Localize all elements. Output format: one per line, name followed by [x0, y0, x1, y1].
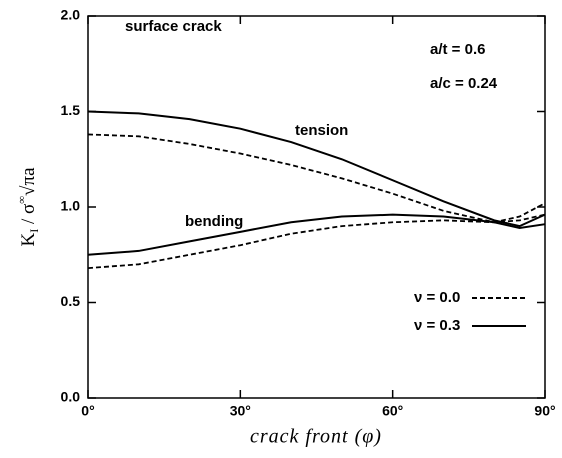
- y-label-sup: ∞: [16, 196, 28, 204]
- series-line: [87, 213, 546, 270]
- y-tick-label: 1.0: [61, 198, 81, 214]
- y-label-rest: / σ: [18, 204, 39, 229]
- annotation: bending: [185, 213, 243, 230]
- legend-label: ν = 0.0: [414, 289, 460, 306]
- x-axis-label: crack front (φ): [250, 426, 382, 448]
- y-tick-label: 0.0: [61, 389, 81, 405]
- x-tick-label: 60°: [382, 403, 403, 419]
- x-tick-label: 0°: [81, 403, 94, 419]
- series-line: [87, 213, 546, 256]
- plot-frame: [87, 15, 546, 399]
- y-tick-label: 1.5: [61, 102, 81, 118]
- y-label-sub: I: [27, 229, 41, 233]
- legend-label: ν = 0.3: [414, 317, 460, 334]
- annotation: a/t = 0.6: [430, 41, 485, 58]
- y-axis-label: KI / σ∞√πa: [16, 167, 41, 247]
- y-tick-label: 0.5: [61, 293, 81, 309]
- series-line: [87, 133, 546, 224]
- y-label-root: √πa: [18, 167, 39, 196]
- annotation: tension: [295, 122, 348, 139]
- x-tick-label: 30°: [230, 403, 251, 419]
- y-tick-label: 2.0: [61, 7, 81, 23]
- y-label-main: K: [18, 233, 39, 247]
- y-axis-label-text: KI / σ∞√πa: [16, 167, 41, 247]
- x-tick-label: 90°: [534, 403, 555, 419]
- annotation: surface crack: [125, 18, 222, 35]
- annotation: a/c = 0.24: [430, 75, 498, 92]
